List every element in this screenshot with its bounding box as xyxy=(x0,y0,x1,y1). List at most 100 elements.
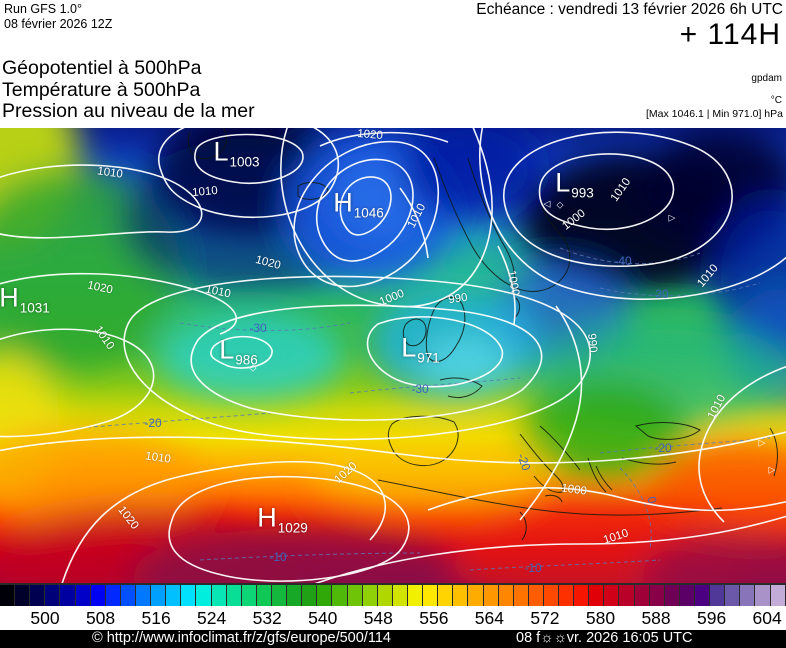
colorbar-cell xyxy=(438,585,454,606)
colorbar-tick-label: 564 xyxy=(474,608,504,628)
colorbar-tick-label: 580 xyxy=(585,608,616,628)
colorbar-cell xyxy=(256,585,272,606)
colorbar-cell xyxy=(271,585,288,606)
isobar-label: 1010 xyxy=(601,527,631,547)
temperature-label: 0 xyxy=(644,494,660,506)
pressure-value: 1031 xyxy=(19,300,50,316)
colorbar-cell xyxy=(151,585,167,606)
colorbar-cell xyxy=(664,585,680,606)
colorbar-cell xyxy=(423,585,439,606)
colorbar-cell xyxy=(75,585,91,606)
pressure-letter: H xyxy=(333,187,353,218)
isobar-label: 1020 xyxy=(254,253,282,273)
colorbar-cell xyxy=(166,585,182,606)
isobar-label: 1010 xyxy=(144,450,172,466)
isobar-label: 1010 xyxy=(191,184,219,200)
pressure-value: 1003 xyxy=(229,154,260,170)
colorbar-cell xyxy=(755,585,771,606)
colorbar-cell xyxy=(60,585,76,606)
isobar-label: 1010 xyxy=(608,176,634,204)
colorbar-tick-label: 516 xyxy=(141,608,171,628)
colorbar-cell xyxy=(226,585,242,606)
colorbar-cell xyxy=(105,585,121,606)
colorbar-cell xyxy=(619,585,635,606)
pressure-center-l971: L971 xyxy=(401,333,440,366)
colorbar-cell xyxy=(377,585,393,606)
isobar-label: 1000 xyxy=(377,287,407,309)
isobar-label: 1010 xyxy=(705,392,729,422)
param-pressure: Pression au niveau de la mer xyxy=(2,100,255,122)
colorbar-cell xyxy=(725,585,741,606)
colorbar-tick-label: 524 xyxy=(197,608,227,628)
pressure-center-l993: L993 xyxy=(555,167,594,201)
map-labels: L1003 H1046 L993 H1031 L986 L971 H1029 1010 1020… xyxy=(0,128,786,583)
colorbar-cell xyxy=(710,585,726,606)
map-area: L1003 H1046 L993 H1031 L986 L971 H1029 1010 1020… xyxy=(0,128,786,583)
pressure-value: 993 xyxy=(571,185,594,201)
pressure-letter: H xyxy=(257,502,277,533)
isobar-label: 1010 xyxy=(96,165,124,181)
pressure-letter: L xyxy=(555,167,571,198)
isobar-label: 1000 xyxy=(560,482,588,498)
colorbar-cell xyxy=(498,585,514,606)
pressure-letter: H xyxy=(0,282,19,313)
pressure-value: 986 xyxy=(235,352,258,368)
colorbar-tick-label: 596 xyxy=(696,608,727,628)
colorbar-cell xyxy=(468,585,484,606)
minmax-pressure-label: [Max 1046.1 | Min 971.0] hPa xyxy=(646,108,783,120)
run-info: Run GFS 1.0° 08 février 2026 12Z xyxy=(4,2,112,32)
isobar-label: 1020 xyxy=(86,279,114,297)
colorbar-cell xyxy=(649,585,665,606)
temperature-label: -30 xyxy=(411,382,429,396)
colorbar-tick-label: 532 xyxy=(252,608,282,628)
header: Run GFS 1.0° 08 février 2026 12Z Echéanc… xyxy=(0,0,786,128)
temperature-label: -30 xyxy=(249,321,267,335)
colorbar-cell xyxy=(332,585,348,606)
colorbar-tick-label: 604 xyxy=(752,608,782,628)
isobar-label: 1000 xyxy=(504,269,522,297)
pressure-value: 971 xyxy=(417,350,440,366)
pressure-center-h1029: H1029 xyxy=(257,502,308,536)
colorbar-cell xyxy=(317,585,333,606)
footer-copyright-url: © http://www.infoclimat.fr/z/gfs/europe/… xyxy=(92,630,391,646)
isobar-label: 990 xyxy=(585,332,599,354)
echeance-label: Echéance : vendredi 13 février 2026 6h U… xyxy=(476,1,783,18)
footer-datetime: 08 f☼☼vr. 2026 16:05 UTC xyxy=(516,630,693,646)
map-symbol: ◇ xyxy=(556,199,564,210)
forecast-hour-label: + 114H xyxy=(679,18,781,51)
colorbar-cell xyxy=(543,585,560,606)
colorbar-tick-label: 548 xyxy=(363,608,393,628)
colorbar-cell xyxy=(483,585,499,606)
colorbar-cell xyxy=(90,585,106,606)
parameter-list: Géopotentiel à 500hPa Température à 500h… xyxy=(2,57,255,123)
colorbar-cell xyxy=(241,585,257,606)
map-symbol: ▷ xyxy=(768,464,776,475)
unit-temp-label: °C xyxy=(770,95,782,106)
colorbar xyxy=(0,583,786,608)
colorbar-cell xyxy=(15,585,31,606)
map-symbol: ◁ xyxy=(543,198,551,209)
isobar-label: 1010 xyxy=(91,324,117,352)
isobar-label: 1020 xyxy=(115,504,141,532)
param-geopotential: Géopotentiel à 500hPa xyxy=(2,57,202,79)
colorbar-cell xyxy=(634,585,650,606)
pressure-letter: L xyxy=(219,334,235,365)
map-symbol: ▷ xyxy=(758,437,766,448)
colorbar-cell xyxy=(347,585,363,606)
colorbar-cell xyxy=(181,585,197,606)
pressure-value: 1046 xyxy=(353,205,384,221)
colorbar-cell xyxy=(559,585,575,606)
isobar-label: 990 xyxy=(447,291,469,307)
colorbar-cell xyxy=(574,585,590,606)
colorbar-cell xyxy=(604,585,620,606)
colorbar-cell xyxy=(287,585,303,606)
pressure-center-l986: L986 xyxy=(219,334,258,368)
colorbar-cell xyxy=(392,585,408,606)
pressure-value: 1029 xyxy=(277,520,308,536)
colorbar-labels: 500 508 516 524 532 540 548 556 564 572 580 588 596 6… xyxy=(0,606,786,630)
isobar-label: 1010 xyxy=(204,283,232,301)
colorbar-cell xyxy=(589,585,605,606)
colorbar-cell xyxy=(528,585,544,606)
colorbar-cell xyxy=(740,585,756,606)
